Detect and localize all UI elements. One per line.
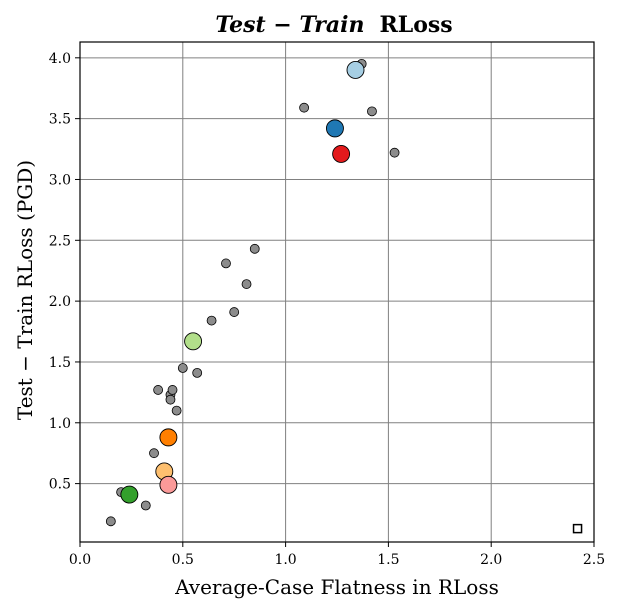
data-point	[165, 394, 176, 405]
x-axis-label: Average-Case Flatness in RLoss	[174, 575, 499, 599]
square-marker	[572, 523, 583, 534]
y-tick-label: 2.0	[49, 294, 71, 310]
highlighted-data-point	[184, 332, 203, 351]
x-tick-label: 2.0	[480, 552, 502, 568]
data-point	[149, 448, 159, 459]
highlighted-data-point	[159, 475, 178, 494]
data-point	[241, 279, 252, 289]
data-point	[299, 102, 310, 113]
x-tick-label: 2.5	[583, 552, 605, 568]
data-points	[105, 58, 583, 534]
x-axis-ticks: 0.0 0.5 1.0 1.5 2.0 2.5	[69, 542, 605, 568]
data-point	[221, 258, 231, 269]
chart-title: Test − Train RLoss	[215, 12, 452, 38]
data-point	[171, 405, 182, 416]
chart-title-italic: Test − Train	[215, 12, 364, 38]
data-point	[249, 243, 260, 254]
data-point	[140, 500, 151, 511]
x-tick-label: 0.0	[69, 552, 91, 568]
y-tick-label: 1.5	[49, 355, 71, 371]
x-tick-label: 1.0	[274, 552, 296, 568]
data-point	[389, 147, 400, 158]
chart-title-suffix: RLoss	[379, 12, 452, 38]
data-point	[177, 363, 188, 373]
data-point	[229, 307, 240, 317]
plot-frame	[79, 41, 595, 543]
highlighted-data-point	[325, 119, 344, 138]
highlighted-data-point	[346, 61, 365, 79]
y-tick-label: 3.0	[49, 172, 71, 188]
highlighted-data-point	[332, 144, 351, 163]
y-axis-ticks: 0.5 1.0 1.5 2.0 2.5 3.0 3.5 4.0	[49, 51, 80, 493]
y-tick-label: 3.5	[49, 112, 71, 128]
y-tick-label: 1.0	[49, 416, 71, 432]
y-tick-label: 2.5	[49, 233, 71, 249]
data-point	[367, 106, 377, 117]
highlighted-data-point	[120, 485, 139, 504]
data-point	[167, 385, 178, 395]
data-point	[153, 385, 164, 395]
y-axis-label: Test − Train RLoss (PGD)	[13, 160, 37, 420]
y-tick-label: 4.0	[49, 51, 71, 67]
highlighted-data-point	[159, 428, 178, 447]
data-point	[206, 315, 217, 326]
x-tick-label: 0.5	[172, 552, 194, 568]
data-point	[192, 368, 203, 378]
x-tick-label: 1.5	[377, 552, 399, 568]
y-tick-label: 0.5	[49, 477, 71, 493]
data-point	[105, 516, 116, 527]
